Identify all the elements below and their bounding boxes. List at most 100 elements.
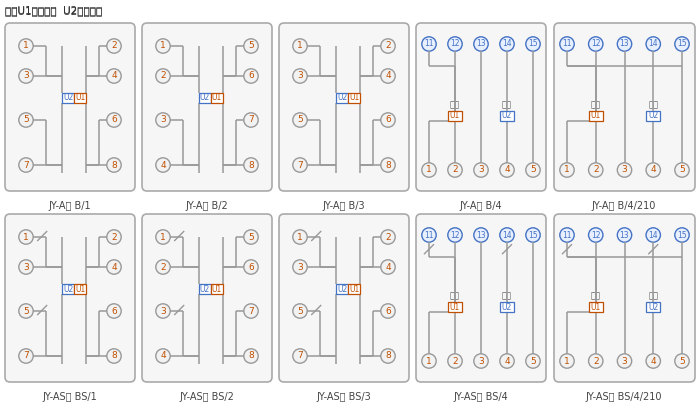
Circle shape (19, 349, 33, 363)
FancyBboxPatch shape (554, 214, 695, 382)
Text: 2: 2 (593, 166, 598, 175)
Circle shape (422, 37, 436, 51)
FancyBboxPatch shape (5, 23, 135, 191)
Text: 14: 14 (502, 40, 512, 49)
Circle shape (19, 158, 33, 172)
Circle shape (244, 230, 258, 244)
Text: JY-A， B/4: JY-A， B/4 (460, 201, 503, 211)
FancyBboxPatch shape (416, 214, 546, 382)
Text: 6: 6 (385, 115, 391, 124)
Text: 2: 2 (385, 41, 391, 50)
Circle shape (646, 37, 661, 51)
Circle shape (589, 163, 603, 177)
Text: U2: U2 (502, 303, 512, 312)
Text: JY-AS， BS/3: JY-AS， BS/3 (316, 392, 372, 402)
Text: 7: 7 (297, 351, 303, 360)
Circle shape (474, 228, 488, 242)
Bar (62, 284, 74, 294)
Text: U1: U1 (450, 112, 460, 121)
Circle shape (293, 39, 307, 53)
Text: 3: 3 (478, 357, 484, 366)
Text: 2: 2 (452, 166, 458, 175)
Circle shape (646, 354, 661, 368)
Text: 8: 8 (111, 160, 117, 169)
Bar (646, 302, 660, 312)
Circle shape (675, 354, 690, 368)
Text: 电源: 电源 (450, 292, 460, 301)
Circle shape (448, 37, 462, 51)
Circle shape (646, 163, 661, 177)
Text: 3: 3 (622, 357, 627, 366)
Circle shape (675, 228, 690, 242)
Circle shape (156, 349, 170, 363)
Text: 2: 2 (111, 232, 117, 241)
Circle shape (107, 113, 121, 127)
Circle shape (244, 260, 258, 274)
Bar (500, 302, 514, 312)
Circle shape (107, 230, 121, 244)
Circle shape (156, 69, 170, 83)
Circle shape (381, 69, 395, 83)
Bar (211, 93, 223, 103)
Text: 8: 8 (385, 351, 391, 360)
Text: 3: 3 (160, 115, 166, 124)
Text: 1: 1 (23, 232, 29, 241)
Circle shape (560, 163, 574, 177)
Circle shape (19, 260, 33, 274)
Circle shape (474, 37, 488, 51)
Bar (348, 93, 360, 103)
Text: 8: 8 (248, 160, 254, 169)
Text: 4: 4 (650, 357, 656, 366)
Circle shape (526, 228, 540, 242)
Text: U2: U2 (502, 112, 512, 121)
Circle shape (381, 113, 395, 127)
Text: 1: 1 (297, 232, 303, 241)
Text: U1: U1 (349, 94, 359, 103)
Text: 5: 5 (23, 306, 29, 315)
Circle shape (19, 113, 33, 127)
Circle shape (293, 349, 307, 363)
Text: 4: 4 (111, 263, 117, 272)
Text: 3: 3 (23, 263, 29, 272)
Circle shape (617, 228, 631, 242)
Circle shape (107, 260, 121, 274)
Circle shape (422, 163, 436, 177)
Text: 15: 15 (677, 40, 687, 49)
Text: 8: 8 (385, 160, 391, 169)
Text: U1: U1 (591, 303, 601, 312)
Text: 6: 6 (111, 306, 117, 315)
Circle shape (293, 113, 307, 127)
Text: 12: 12 (591, 231, 601, 240)
Circle shape (244, 39, 258, 53)
Text: 7: 7 (23, 160, 29, 169)
Text: 15: 15 (677, 231, 687, 240)
Text: 11: 11 (562, 231, 572, 240)
Text: U1: U1 (75, 285, 85, 294)
Circle shape (500, 37, 514, 51)
Circle shape (107, 304, 121, 318)
Circle shape (560, 37, 574, 51)
Text: 2: 2 (160, 72, 166, 81)
Text: JY-AS， BS/4: JY-AS， BS/4 (454, 392, 508, 402)
Text: 4: 4 (504, 357, 510, 366)
Text: 7: 7 (297, 160, 303, 169)
Text: U1: U1 (591, 112, 601, 121)
Circle shape (422, 354, 436, 368)
Text: 5: 5 (530, 357, 536, 366)
Text: 5: 5 (297, 306, 303, 315)
Circle shape (560, 228, 574, 242)
Text: 4: 4 (385, 263, 391, 272)
Text: 注：U1辅助电源  U2整定电唸: 注：U1辅助电源 U2整定电唸 (5, 5, 102, 15)
Text: 注：U1辅助电源  U2整定电唸: 注：U1辅助电源 U2整定电唸 (5, 6, 102, 16)
Text: 2: 2 (385, 232, 391, 241)
Bar (348, 284, 360, 294)
Bar (199, 284, 211, 294)
Text: 15: 15 (528, 40, 538, 49)
Circle shape (500, 228, 514, 242)
Circle shape (244, 113, 258, 127)
Text: U2: U2 (337, 94, 347, 103)
Circle shape (293, 158, 307, 172)
Circle shape (526, 163, 540, 177)
Text: 11: 11 (424, 40, 434, 49)
Text: 6: 6 (248, 263, 254, 272)
